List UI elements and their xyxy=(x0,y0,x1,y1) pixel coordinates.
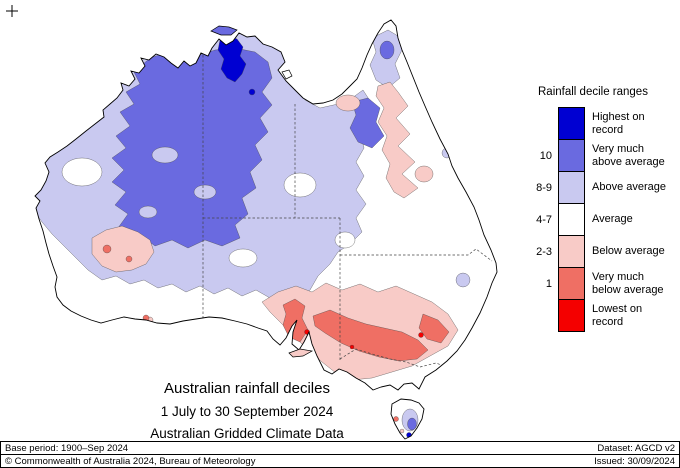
base-period-text: Base period: 1900–Sep 2024 xyxy=(5,442,129,454)
legend-swatch xyxy=(558,299,585,332)
legend-decile: 4-7 xyxy=(536,213,552,226)
legend-label: Highest on record xyxy=(592,110,645,136)
legend-row-very-much-below: 1 Very much below average xyxy=(528,267,678,300)
region-very-much-above-main xyxy=(111,47,273,249)
legend-label: Very much above average xyxy=(592,142,665,168)
legend-row-average: 4-7 Average xyxy=(528,203,678,236)
dataset-text: Dataset: AGCD v2 xyxy=(597,442,675,454)
region-very-much-above-qld xyxy=(349,97,385,149)
kangaroo-island xyxy=(288,348,314,358)
footer: Base period: 1900–Sep 2024 Dataset: AGCD… xyxy=(0,441,680,468)
map-titles: Australian rainfall deciles 1 July to 30… xyxy=(87,380,407,448)
legend-swatch xyxy=(558,171,585,204)
legend-decile: 8-9 xyxy=(536,181,552,194)
region-below-average-gulf xyxy=(335,94,361,112)
legend-row-highest: Highest on record xyxy=(528,107,678,140)
legend-label: Average xyxy=(592,213,633,226)
melville-island xyxy=(210,25,238,36)
region-below-average-qld-coast xyxy=(375,81,419,199)
region-highest-on-record-dot xyxy=(248,88,256,96)
legend-label: Above average xyxy=(592,181,666,194)
legend-row-above: 8-9 Above average xyxy=(528,171,678,204)
legend-title: Rainfall decile ranges xyxy=(538,86,648,98)
legend-label: Very much below average xyxy=(592,270,664,296)
legend-row-very-much-above: 10 Very much above average xyxy=(528,139,678,172)
legend-decile: 1 xyxy=(545,277,552,290)
legend-decile: 2-3 xyxy=(536,245,552,258)
region-average-holes xyxy=(61,157,356,268)
australia-rainfall-map xyxy=(6,5,498,440)
region-very-much-below-main xyxy=(312,309,429,362)
region-very-much-below-ne xyxy=(418,313,450,344)
region-very-much-above-cape-spot xyxy=(379,40,395,60)
region-lowest-on-record-dots xyxy=(304,329,424,350)
issued-text: Issued: 30/09/2024 xyxy=(594,455,675,467)
legend-swatch xyxy=(558,203,585,236)
region-tasmania-patches xyxy=(401,408,419,438)
map-dataset-name: Australian Gridded Climate Data xyxy=(150,426,344,441)
legend-swatch xyxy=(558,139,585,172)
region-below-average-qld-lobe xyxy=(414,165,434,183)
legend-swatch xyxy=(558,235,585,268)
legend-label: Lowest on record xyxy=(592,302,643,328)
legend-swatch xyxy=(558,267,585,300)
legend-decile: 10 xyxy=(539,149,552,162)
legend: Rainfall decile ranges Highest on record… xyxy=(528,86,678,332)
footer-row-1: Base period: 1900–Sep 2024 Dataset: AGCD… xyxy=(1,441,679,454)
copyright-text: © Commonwealth of Australia 2024, Bureau… xyxy=(5,455,256,467)
legend-swatch xyxy=(558,107,585,140)
footer-row-2: © Commonwealth of Australia 2024, Bureau… xyxy=(1,454,679,467)
state-borders xyxy=(202,55,493,370)
map-title: Australian rainfall deciles xyxy=(164,380,330,397)
region-below-average-wa xyxy=(91,225,155,273)
groote-eylandt xyxy=(281,69,293,80)
map-period: 1 July to 30 September 2024 xyxy=(160,404,334,419)
legend-row-below: 2-3 Below average xyxy=(528,235,678,268)
region-highest-on-record-top-end xyxy=(217,35,247,83)
graticule-tick xyxy=(6,5,18,17)
legend-label: Below average xyxy=(592,245,665,258)
legend-row-lowest: Lowest on record xyxy=(528,299,678,332)
region-above-average-inner-patches xyxy=(138,146,217,219)
